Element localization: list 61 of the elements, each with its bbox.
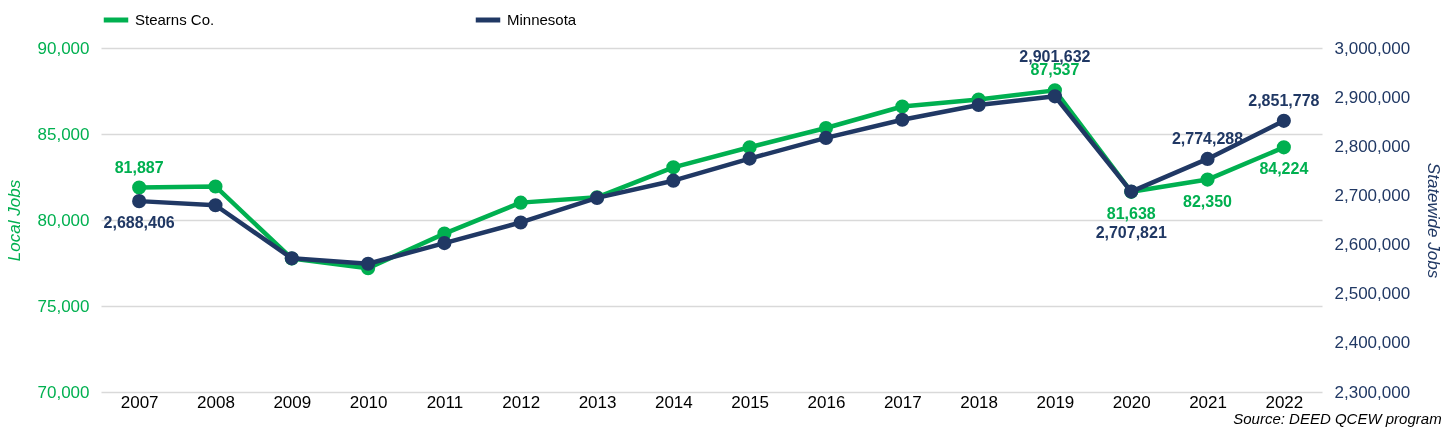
data-label: 82,350 xyxy=(1183,192,1233,210)
data-label: 84,224 xyxy=(1259,160,1309,178)
point xyxy=(132,194,147,209)
point xyxy=(895,99,910,114)
data-label: 81,887 xyxy=(114,158,164,176)
x-tick-label: 2008 xyxy=(197,392,235,412)
x-tick-label: 2020 xyxy=(1112,392,1151,412)
x-tick-label: 2022 xyxy=(1265,392,1304,412)
y2-tick-label: 2,300,000 xyxy=(1334,382,1411,402)
point xyxy=(742,151,757,166)
data-label: 2,707,821 xyxy=(1095,223,1167,241)
data-label: 81,638 xyxy=(1106,204,1156,222)
point xyxy=(818,130,834,145)
point xyxy=(666,160,681,175)
source-note: Source: DEED QCEW program xyxy=(1233,410,1442,427)
x-tick-label: 2012 xyxy=(502,392,541,412)
point xyxy=(208,179,223,194)
legend-label: Stearns Co. xyxy=(135,11,215,28)
point xyxy=(208,198,223,213)
point xyxy=(1276,113,1291,128)
y2-tick-label: 2,600,000 xyxy=(1334,235,1411,255)
y2-tick-label: 2,900,000 xyxy=(1334,87,1411,107)
point xyxy=(1276,140,1291,155)
data-label: 2,851,778 xyxy=(1248,91,1320,109)
point xyxy=(437,236,452,251)
x-tick-label: 2017 xyxy=(883,392,922,412)
point xyxy=(971,97,986,113)
x-tick-label: 2007 xyxy=(120,392,159,412)
x-tick-label: 2014 xyxy=(654,392,693,412)
y-tick-label: 80,000 xyxy=(37,210,90,230)
point xyxy=(513,195,528,210)
y2-tick-label: 3,000,000 xyxy=(1334,38,1411,58)
y-tick-label: 90,000 xyxy=(37,38,90,58)
point xyxy=(513,215,528,230)
point xyxy=(132,180,147,195)
point xyxy=(895,112,910,127)
y2-axis-title: Statewide Jobs xyxy=(1424,162,1444,279)
x-tick-label: 2010 xyxy=(349,392,388,412)
x-tick-label: 2021 xyxy=(1189,392,1227,412)
y2-tick-label: 2,500,000 xyxy=(1334,284,1411,304)
x-tick-label: 2019 xyxy=(1036,392,1075,412)
point xyxy=(1047,89,1062,104)
point xyxy=(1200,151,1215,166)
x-tick-label: 2015 xyxy=(731,392,770,412)
x-tick-label: 2013 xyxy=(578,392,617,412)
x-tick-label: 2016 xyxy=(807,392,846,412)
point xyxy=(666,173,681,188)
y-tick-label: 70,000 xyxy=(37,382,90,402)
x-tick-label: 2018 xyxy=(960,392,999,412)
y2-tick-label: 2,400,000 xyxy=(1334,333,1411,353)
y-tick-label: 85,000 xyxy=(37,124,90,144)
point xyxy=(361,256,376,271)
y2-tick-label: 2,800,000 xyxy=(1334,136,1411,156)
data-label: 2,688,406 xyxy=(103,214,175,232)
x-tick-label: 2009 xyxy=(273,392,312,412)
point xyxy=(1200,172,1215,187)
y-tick-label: 75,000 xyxy=(37,296,90,316)
legend-label: Minnesota xyxy=(507,11,577,28)
x-tick-label: 2011 xyxy=(426,392,464,412)
y-axis-title: Local Jobs xyxy=(4,179,24,262)
y2-tick-label: 2,700,000 xyxy=(1334,185,1411,205)
